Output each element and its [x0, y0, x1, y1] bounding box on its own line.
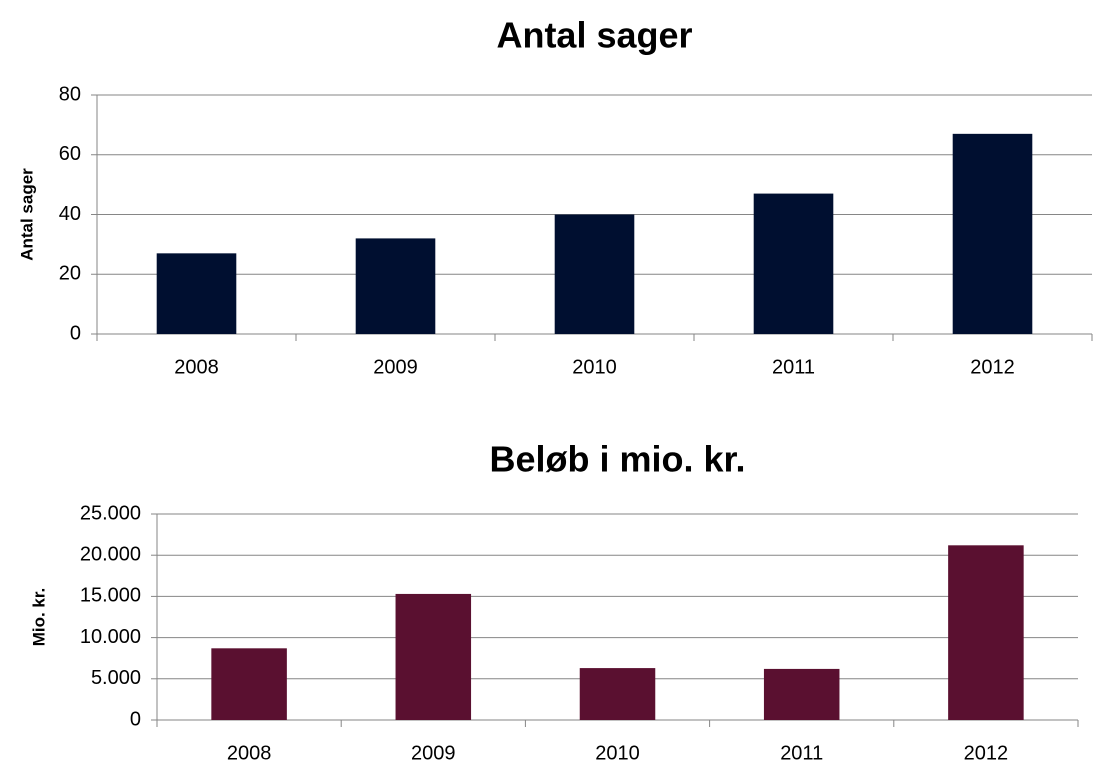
y-tick-label: 10.000	[80, 626, 141, 648]
chart-title: Beløb i mio. kr.	[489, 439, 745, 480]
bar	[554, 214, 635, 334]
y-tick-label: 0	[70, 322, 81, 344]
bar	[395, 593, 472, 720]
x-tick-label: 2009	[411, 742, 456, 764]
chart-title: Antal sager	[496, 15, 692, 56]
bar	[948, 545, 1024, 720]
y-tick-label: 0	[130, 708, 141, 730]
y-tick-label: 20	[59, 263, 81, 285]
x-tick-label: 2010	[572, 356, 617, 378]
x-tick-label: 2009	[373, 356, 418, 378]
bar	[763, 668, 840, 720]
y-axis-label: Antal sager	[17, 168, 36, 261]
y-tick-label: 25.000	[80, 502, 141, 524]
y-tick-label: 20.000	[80, 543, 141, 565]
bar	[211, 648, 287, 720]
y-tick-label: 40	[59, 203, 81, 225]
y-tick-label: 15.000	[80, 585, 141, 607]
y-axis-label: Mio. kr.	[29, 588, 48, 647]
bar	[355, 238, 436, 334]
x-tick-label: 2011	[772, 356, 815, 378]
bar	[753, 193, 834, 334]
bar	[952, 133, 1033, 334]
x-tick-label: 2011	[780, 742, 823, 764]
x-tick-label: 2012	[970, 356, 1015, 378]
bar	[156, 253, 237, 334]
x-tick-label: 2008	[174, 356, 219, 378]
y-tick-label: 5.000	[91, 667, 141, 689]
y-tick-label: 80	[59, 83, 81, 105]
bar	[579, 668, 656, 720]
x-tick-label: 2012	[964, 742, 1009, 764]
x-tick-label: 2008	[227, 742, 272, 764]
x-tick-label: 2010	[595, 742, 640, 764]
y-tick-label: 60	[59, 143, 81, 165]
